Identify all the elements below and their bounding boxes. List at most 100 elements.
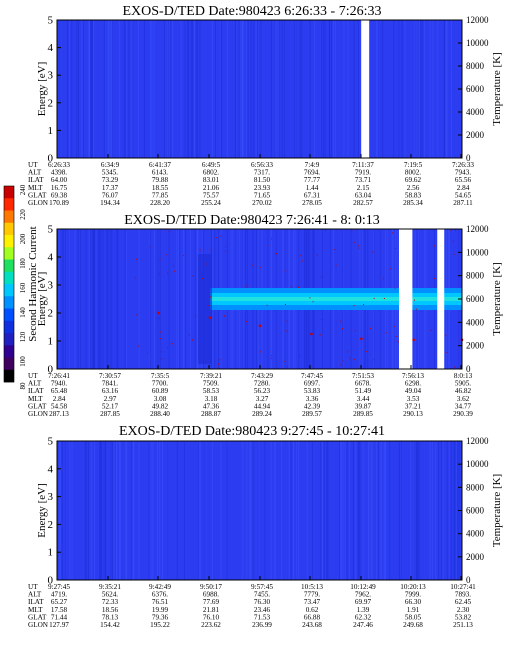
spectrogram-streak bbox=[339, 441, 340, 580]
temperature-tick-label: 8000 bbox=[466, 482, 485, 492]
colorbar-tick-label: 200 bbox=[19, 233, 27, 244]
spectrogram-streak bbox=[119, 441, 121, 580]
spectrogram-streak bbox=[93, 229, 95, 369]
noise-dot bbox=[446, 352, 448, 353]
orbit-cell: 8:0:13 bbox=[454, 372, 473, 380]
temperature-tick-label: 6000 bbox=[466, 506, 485, 516]
orbit-cell: 9:50:17 bbox=[200, 583, 222, 591]
spectrogram-streak bbox=[168, 229, 170, 369]
spectrogram-streak bbox=[419, 20, 421, 158]
spectrogram-streak bbox=[123, 20, 125, 158]
noise-dot bbox=[372, 359, 374, 361]
orbit-cell: 236.99 bbox=[252, 621, 272, 629]
orbit-cell: 73.29 bbox=[102, 176, 119, 184]
orbit-cell: 249.68 bbox=[403, 621, 423, 629]
orbit-cell: 7317. bbox=[254, 169, 270, 177]
spectrogram-streak bbox=[69, 441, 71, 580]
orbit-cell: 154.42 bbox=[100, 621, 120, 629]
spectrogram-streak bbox=[71, 441, 73, 580]
spectrogram-streak bbox=[253, 441, 255, 580]
noise-dot bbox=[349, 357, 351, 359]
orbit-cell: 288.87 bbox=[201, 410, 221, 418]
spectrogram-streak bbox=[332, 20, 334, 158]
noise-dot bbox=[309, 297, 311, 299]
noise-dot bbox=[195, 315, 197, 317]
colorbar-swatch bbox=[4, 235, 14, 248]
colorbar-tick-label: 160 bbox=[19, 282, 27, 293]
noise-dot bbox=[270, 357, 272, 359]
temperature-tick-label: 0 bbox=[466, 153, 471, 163]
energy-tick-label: 1 bbox=[48, 547, 54, 559]
orbit-cell: 7694. bbox=[304, 169, 320, 177]
spectrogram-streak bbox=[322, 441, 323, 580]
spectrogram-streak bbox=[242, 20, 244, 158]
noise-dot bbox=[259, 351, 261, 353]
colorbar-tick-label: 240 bbox=[19, 184, 27, 195]
noise-dot bbox=[266, 304, 268, 306]
orbit-cell: 53.82 bbox=[455, 613, 472, 621]
spectrogram-streak bbox=[125, 229, 127, 369]
noise-dot bbox=[275, 253, 277, 255]
spectrogram-streak bbox=[144, 20, 146, 158]
spectrogram-streak bbox=[119, 441, 120, 580]
noise-dot bbox=[450, 230, 452, 232]
spectrogram-streak bbox=[170, 20, 172, 158]
spectrogram-streak bbox=[157, 229, 159, 369]
orbit-cell: 9:57:45 bbox=[251, 583, 273, 591]
orbit-cell: 46.82 bbox=[455, 387, 472, 395]
spectrogram-streak bbox=[401, 441, 403, 580]
spectrogram-streak bbox=[150, 20, 152, 158]
spectrogram-streak bbox=[95, 229, 97, 369]
spectrogram-streak bbox=[131, 441, 132, 580]
noise-dot bbox=[168, 231, 170, 233]
orbit-cell: 7509. bbox=[203, 380, 219, 388]
orbit-cell: 255.24 bbox=[201, 199, 221, 207]
spectrogram-streak bbox=[424, 441, 426, 580]
noise-dot bbox=[251, 264, 253, 266]
spectrogram-streak bbox=[204, 441, 206, 580]
noise-dot bbox=[271, 355, 273, 357]
orbit-cell: 289.85 bbox=[353, 410, 373, 418]
spectrogram-streak bbox=[101, 441, 103, 580]
noise-dot bbox=[160, 338, 162, 340]
spectrogram-streak bbox=[247, 20, 249, 158]
spectrogram-streak bbox=[236, 20, 238, 158]
spectrogram-streak bbox=[420, 20, 421, 158]
noise-dot bbox=[174, 270, 175, 272]
orbit-cell: 7:43:29 bbox=[251, 372, 273, 380]
spectrogram-streak bbox=[226, 20, 228, 158]
spectrogram-streak bbox=[377, 20, 378, 158]
orbit-cell: 76.10 bbox=[203, 613, 220, 621]
spectrogram-streak bbox=[178, 229, 179, 369]
spectrogram-streak bbox=[416, 441, 418, 580]
energy-tick-label: 3 bbox=[48, 70, 54, 82]
orbit-cell: 18.56 bbox=[102, 606, 119, 614]
orbit-cell: 9:35:21 bbox=[99, 583, 121, 591]
spectrogram-streak bbox=[68, 229, 70, 369]
noise-dot bbox=[136, 314, 138, 316]
orbit-cell: 7455. bbox=[254, 591, 270, 599]
noise-dot bbox=[287, 366, 289, 368]
spectrogram-streak bbox=[398, 441, 400, 580]
spectrogram-streak bbox=[80, 229, 81, 369]
spectrogram-streak bbox=[180, 20, 182, 158]
colorbar-swatch bbox=[4, 345, 14, 358]
spectrogram-streak bbox=[111, 229, 113, 369]
orbit-cell: 66.88 bbox=[304, 613, 321, 621]
colorbar-tick-label: 220 bbox=[19, 209, 27, 220]
spectrogram-streak bbox=[424, 20, 426, 158]
spectrogram-streak bbox=[105, 20, 107, 158]
energy-tick-label: 5 bbox=[48, 436, 54, 448]
orbit-cell: 7280. bbox=[254, 380, 270, 388]
noise-dot bbox=[225, 246, 227, 248]
orbit-cell: 51.49 bbox=[355, 387, 372, 395]
energy-tick-label: 4 bbox=[48, 252, 54, 264]
noise-dot bbox=[246, 285, 248, 287]
noise-dot bbox=[290, 286, 292, 288]
orbit-cell: 71.44 bbox=[51, 613, 68, 621]
noise-dot bbox=[319, 334, 321, 336]
spectrogram-streak bbox=[342, 441, 344, 580]
spectrogram-streak bbox=[299, 20, 301, 158]
noise-dot bbox=[342, 328, 343, 330]
orbit-row-label: UT bbox=[28, 372, 38, 380]
